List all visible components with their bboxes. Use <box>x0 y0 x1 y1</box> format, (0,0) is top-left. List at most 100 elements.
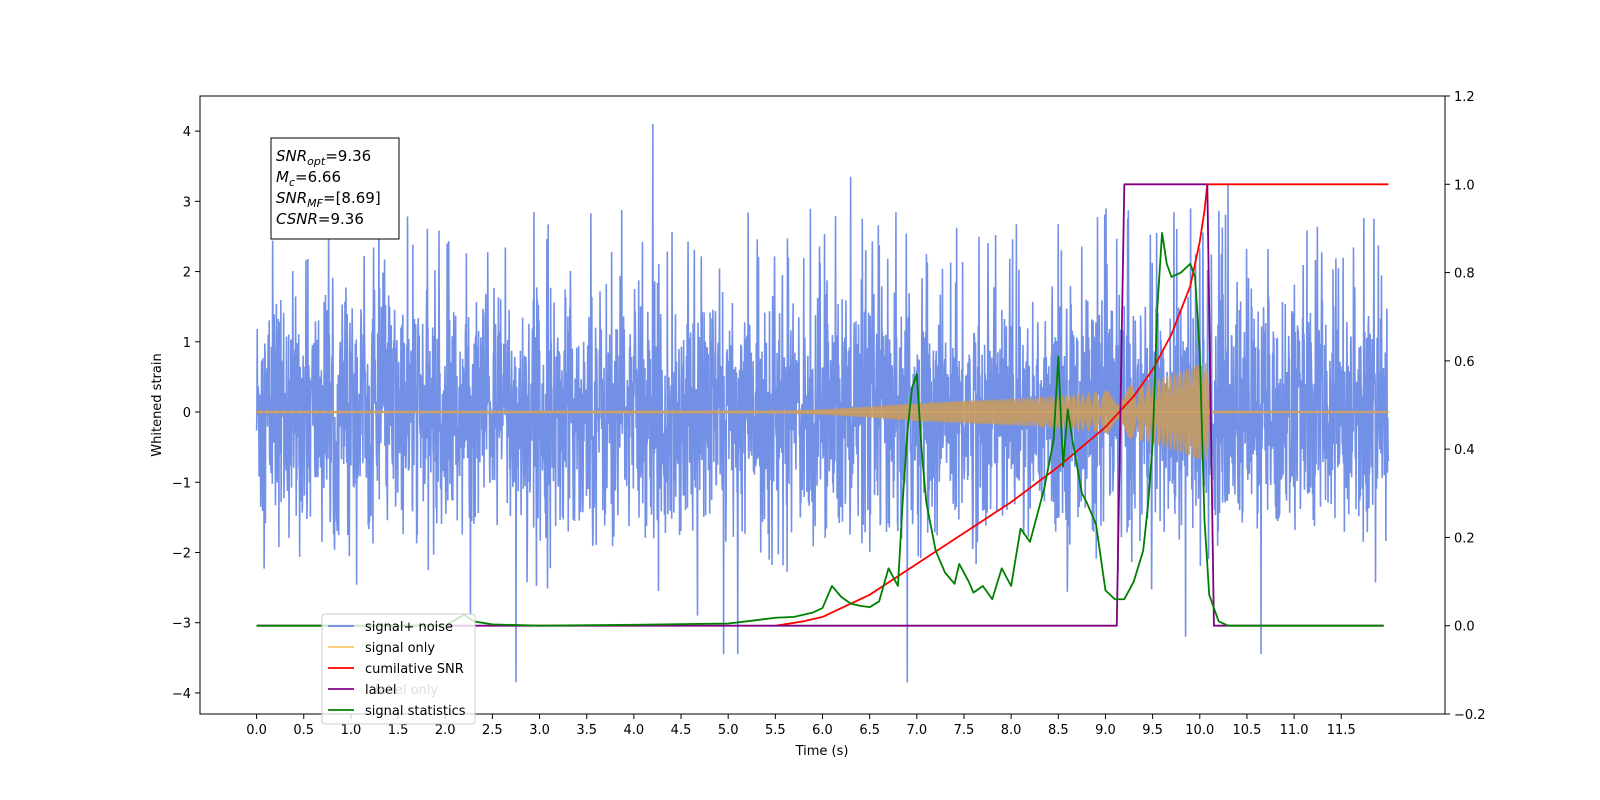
y-tick-label: 1 <box>183 336 191 351</box>
x-tick-label: 2.0 <box>435 723 456 738</box>
y2-tick-0-0: 0.0 <box>1445 620 1475 635</box>
x-tick-11-5: 11.5 <box>1327 714 1356 738</box>
y2-tick-0-8: 0.8 <box>1445 267 1475 282</box>
legend-label: signal only <box>365 641 435 656</box>
annotation-value: =9.36 <box>325 147 371 165</box>
y-tick-4: −4 <box>172 687 200 702</box>
y2-tick-label: 1.2 <box>1454 90 1475 105</box>
y2-tick-0-4: 0.4 <box>1445 443 1475 458</box>
x-tick-label: 8.0 <box>1001 723 1022 738</box>
x-axis-label: Time (s) <box>795 744 849 759</box>
x-tick-label: 2.5 <box>482 723 503 738</box>
y2-tick-label: −0.2 <box>1454 708 1486 723</box>
x-tick-label: 9.0 <box>1095 723 1116 738</box>
x-tick-7-5: 7.5 <box>954 714 975 738</box>
x-tick-label: 6.0 <box>812 723 833 738</box>
x-tick-label: 0.5 <box>293 723 314 738</box>
legend-entry-cumilative-snr: cumilative SNR <box>328 662 464 677</box>
y-tick-label: 4 <box>183 125 191 140</box>
legend: signal+ noise signal only cumilative SNR la… <box>321 613 476 725</box>
x-tick-label: 7.5 <box>954 723 975 738</box>
x-tick-label: 4.5 <box>671 723 692 738</box>
x-tick-10-0: 10.0 <box>1185 714 1214 738</box>
y2-tick-1-2: 1.2 <box>1445 90 1475 105</box>
annotation-line-1: SNRopt=9.36 <box>276 147 371 168</box>
annotation-value: =9.36 <box>318 210 364 228</box>
y2-tick-label: 0.8 <box>1454 267 1475 282</box>
x-tick-11-0: 11.0 <box>1280 714 1309 738</box>
annotation-line-2: Mc=6.66 <box>276 168 341 189</box>
x-tick-3-0: 3.0 <box>529 714 550 738</box>
x-tick-label: 6.5 <box>859 723 880 738</box>
legend-entry-signal-noise: signal+ noise <box>328 620 453 635</box>
x-tick-7-0: 7.0 <box>906 714 927 738</box>
x-tick-label: 11.5 <box>1327 723 1356 738</box>
x-tick-9-0: 9.0 <box>1095 714 1116 738</box>
x-tick-label: 4.0 <box>624 723 645 738</box>
y-tick-label: −3 <box>172 617 191 632</box>
y-tick-0: 0 <box>183 406 200 421</box>
y-tick-1: 1 <box>183 336 200 351</box>
series-signal-noise <box>255 124 1390 683</box>
x-tick-2-5: 2.5 <box>482 714 503 738</box>
annotation-value: =[8.69] <box>323 189 381 207</box>
x-tick-8-5: 8.5 <box>1048 714 1069 738</box>
y-tick-2: 2 <box>183 266 200 281</box>
x-tick-label: 0.0 <box>246 723 267 738</box>
x-tick-label: 5.0 <box>718 723 739 738</box>
annotation-frame <box>270 137 400 240</box>
x-tick-0-0: 0.0 <box>246 714 267 738</box>
annotation-symbol: SNR <box>276 189 307 207</box>
y2-tick-0-6: 0.6 <box>1445 355 1475 370</box>
annotation-line-4: CSNR=9.36 <box>276 210 364 228</box>
legend-label: signal statistics <box>365 704 466 719</box>
x-tick-label: 5.5 <box>765 723 786 738</box>
legend-entry-label: label <box>328 683 396 698</box>
y2-tick-label: 0.2 <box>1454 531 1475 546</box>
y2-tick-0-2: −0.2 <box>1445 708 1486 723</box>
y2-tick-1-0: 1.0 <box>1445 178 1475 193</box>
x-tick-9-5: 9.5 <box>1142 714 1163 738</box>
y-axis-ticks: 4 3 2 1 0 −1 −2 −3 −4 <box>172 125 200 702</box>
x-tick-label: 10.0 <box>1185 723 1214 738</box>
annotation-subscript: opt <box>307 155 326 168</box>
x-tick-3-5: 3.5 <box>576 714 597 738</box>
x-tick-6-0: 6.0 <box>812 714 833 738</box>
series-layer <box>255 124 1390 683</box>
legend-label: label <box>365 683 396 698</box>
y-tick-label: 2 <box>183 266 191 281</box>
y-tick-label: −2 <box>172 546 191 561</box>
legend-frame <box>321 613 476 725</box>
y2-axis-ticks: 1.2 1.0 0.8 0.6 0.4 0.2 0.0 −0.2 <box>1445 90 1486 723</box>
y-tick-2: −2 <box>172 546 200 561</box>
annotation-symbol: CSNR <box>276 210 318 228</box>
x-tick-label: 1.5 <box>388 723 409 738</box>
x-tick-label: 10.5 <box>1232 723 1261 738</box>
y-tick-label: −4 <box>172 687 191 702</box>
annotation-subscript: c <box>289 176 295 189</box>
x-axis-ticks: 0.0 0.5 1.0 1.5 2.0 2.5 3.0 3.5 4.0 4.5 5.0 5.5 6.0 6… <box>246 714 1356 738</box>
legend-ghost-text: label only <box>375 683 438 698</box>
series-cumulative-snr <box>775 183 1389 627</box>
x-tick-label: 1.0 <box>341 723 362 738</box>
y-axis-label: Whitened strain <box>150 353 165 456</box>
x-tick-label: 9.5 <box>1142 723 1163 738</box>
series-signal-statistics <box>256 231 1384 627</box>
x-tick-5-5: 5.5 <box>765 714 786 738</box>
legend-label: cumilative SNR <box>365 662 464 677</box>
legend-entry-signal-statistics: signal statistics <box>328 704 466 719</box>
x-tick-8-0: 8.0 <box>1001 714 1022 738</box>
annotation-symbol: M <box>276 168 289 186</box>
annotation-value: =6.66 <box>295 168 341 186</box>
x-tick-label: 8.5 <box>1048 723 1069 738</box>
y2-tick-label: 0.6 <box>1454 355 1475 370</box>
y2-tick-0-2: 0.2 <box>1445 531 1475 546</box>
x-tick-label: 3.5 <box>576 723 597 738</box>
x-tick-4-0: 4.0 <box>624 714 645 738</box>
annotation-line-3: SNRMF=[8.69] <box>276 189 381 210</box>
y2-tick-label: 0.0 <box>1454 620 1475 635</box>
y-tick-1: −1 <box>172 476 200 491</box>
annotation-subscript: MF <box>307 197 323 210</box>
